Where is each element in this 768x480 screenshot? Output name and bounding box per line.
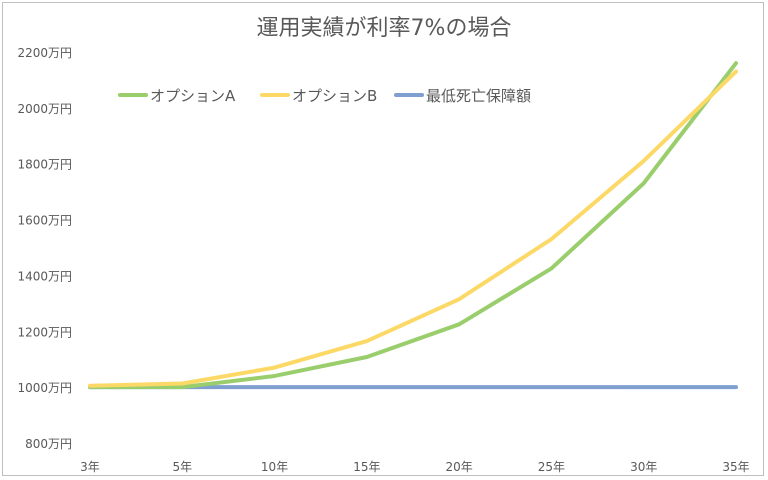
chart-title: 運用実績が利率7%の場合 [256,16,512,41]
chart-frame [2,2,764,476]
series-line-1 [88,69,738,388]
x-tick-label: 10年 [261,460,288,474]
x-tick-label: 25年 [538,460,565,474]
y-tick-label: 2200万円 [17,46,72,60]
x-tick-label: 35年 [722,460,749,474]
x-tick-label: 20年 [446,460,473,474]
y-tick-label: 1200万円 [17,325,72,339]
legend-label-2: 最低死亡保障額 [426,87,531,105]
y-tick-label: 1400万円 [17,269,72,283]
y-tick-label: 800万円 [25,437,72,451]
legend: オプションA オプションB 最低死亡保障額 [118,87,531,105]
series-line-0 [88,61,738,390]
legend-label-0: オプションA [150,87,236,105]
y-axis-ticks: 800万円 1000万円 1200万円 1400万円 1600万円 1800万円 2000万… [17,46,72,451]
legend-label-1: オプションB [292,87,377,105]
x-tick-label: 30年 [630,460,657,474]
y-tick-label: 1600万円 [17,214,72,228]
y-tick-label: 1800万円 [17,158,72,172]
x-tick-label: 15年 [353,460,380,474]
y-tick-label: 1000万円 [17,381,72,395]
y-tick-label: 2000万円 [17,102,72,116]
x-tick-label: 3年 [80,460,100,474]
x-axis-ticks: 3年 5年 10年 15年 20年 25年 30年 35年 [80,460,749,474]
x-tick-label: 5年 [172,460,192,474]
series-lines [88,61,738,390]
